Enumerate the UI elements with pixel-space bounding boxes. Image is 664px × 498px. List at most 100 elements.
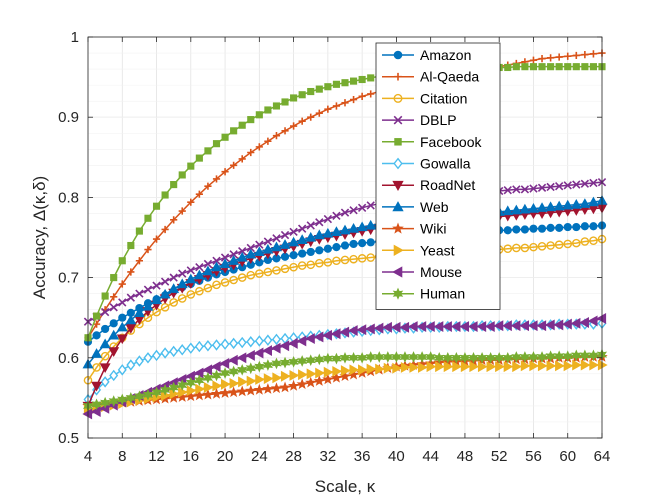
- data-point: [296, 335, 307, 347]
- legend-label: Citation: [420, 90, 467, 106]
- data-point: [117, 364, 127, 376]
- data-point: [589, 222, 598, 231]
- data-point: [298, 224, 307, 233]
- data-point: [589, 178, 598, 188]
- data-point: [134, 355, 144, 367]
- series-human: [82, 348, 608, 412]
- data-point: [279, 340, 290, 352]
- legend-label: Wiki: [420, 221, 446, 237]
- data-point: [521, 63, 529, 71]
- data-point: [418, 361, 428, 373]
- legend-box: [375, 42, 501, 310]
- data-point: [125, 392, 136, 404]
- data-point: [108, 395, 119, 407]
- x-tick-label: 4: [84, 448, 92, 465]
- data-point: [529, 224, 538, 233]
- legend-item: Al-Qaeda: [382, 69, 479, 85]
- data-point: [323, 366, 334, 378]
- data-point: [562, 318, 572, 330]
- data-point: [426, 361, 437, 373]
- data-point: [503, 361, 514, 373]
- data-point: [117, 393, 128, 406]
- data-point: [152, 349, 162, 362]
- data-point: [340, 255, 350, 265]
- data-point: [555, 223, 564, 232]
- data-point: [572, 51, 580, 60]
- data-point: [203, 382, 214, 393]
- data-point: [341, 99, 349, 107]
- data-point: [237, 336, 247, 349]
- data-point: [357, 203, 367, 212]
- data-point: [365, 323, 375, 335]
- data-point: [229, 337, 239, 350]
- data-point: [204, 182, 212, 190]
- data-point: [564, 52, 572, 60]
- legend-label: Web: [420, 199, 449, 215]
- data-point: [101, 324, 110, 334]
- data-point: [152, 202, 161, 210]
- data-point: [118, 298, 127, 307]
- data-point: [210, 361, 221, 373]
- data-point: [572, 222, 581, 232]
- data-point: [110, 274, 118, 282]
- data-point: [93, 312, 101, 320]
- data-point: [186, 342, 196, 354]
- data-point: [392, 362, 403, 374]
- x-tick-label: 36: [354, 448, 371, 465]
- data-point: [281, 127, 289, 135]
- data-point: [152, 281, 161, 290]
- data-point: [212, 175, 221, 183]
- data-point: [110, 293, 118, 301]
- data-point: [339, 326, 350, 338]
- data-point: [512, 185, 521, 194]
- data-point: [263, 237, 273, 246]
- data-point: [290, 94, 298, 102]
- data-point: [221, 133, 229, 141]
- legend-label: Amazon: [420, 47, 471, 63]
- data-point: [126, 359, 136, 371]
- data-point: [322, 329, 332, 341]
- data-point: [435, 361, 445, 373]
- data-point: [546, 223, 555, 232]
- data-point: [580, 179, 590, 188]
- data-point: [587, 315, 598, 327]
- data-point: [187, 198, 195, 206]
- legend-label: Facebook: [420, 134, 482, 150]
- data-point: [161, 225, 169, 234]
- data-point: [347, 325, 358, 336]
- data-point: [340, 365, 351, 377]
- data-point: [245, 384, 257, 396]
- data-point: [262, 359, 273, 371]
- data-point: [580, 222, 589, 231]
- data-point: [570, 198, 582, 209]
- data-point: [160, 347, 170, 359]
- data-point: [229, 275, 238, 285]
- data-point: [349, 254, 358, 264]
- legend-item: Wiki: [382, 221, 446, 237]
- data-point: [116, 334, 128, 345]
- series-layer: [82, 49, 608, 420]
- data-point: [520, 185, 530, 194]
- data-point: [212, 256, 221, 265]
- data-point: [90, 406, 101, 417]
- data-point: [581, 63, 589, 71]
- data-point: [298, 117, 306, 125]
- data-point: [298, 369, 308, 381]
- data-point: [116, 321, 128, 332]
- data-point: [262, 243, 274, 254]
- legend-item: RoadNet: [382, 177, 475, 193]
- legend-item: Human: [382, 286, 465, 302]
- data-point: [545, 201, 557, 212]
- data-point: [537, 360, 548, 372]
- data-point: [178, 207, 186, 215]
- data-point: [169, 345, 179, 358]
- data-point: [536, 202, 548, 212]
- data-point: [510, 204, 522, 215]
- data-point: [528, 203, 539, 213]
- data-point: [452, 361, 462, 373]
- data-point: [537, 224, 547, 233]
- data-point: [520, 360, 531, 372]
- data-point: [504, 63, 512, 72]
- data-point: [228, 255, 240, 265]
